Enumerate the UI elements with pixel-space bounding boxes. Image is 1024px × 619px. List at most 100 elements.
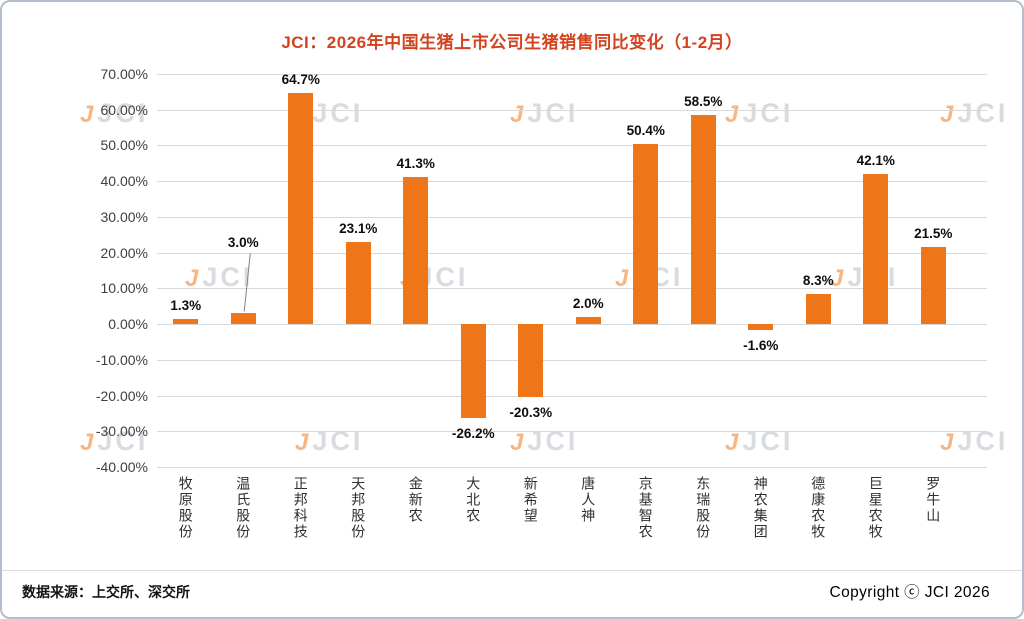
jci-logo-icon: J xyxy=(940,101,954,128)
x-axis-category-label: 大北农 xyxy=(465,476,482,524)
jci-watermark-text: JCI xyxy=(957,98,1009,128)
bar-value-label: 50.4% xyxy=(626,123,665,139)
jci-logo-icon: J xyxy=(510,101,524,128)
bar-value-label: 8.3% xyxy=(802,273,834,289)
jci-logo-icon: J xyxy=(185,265,199,292)
data-source-text: 数据来源：上交所、深交所 xyxy=(22,584,190,600)
bar-value-label: -1.6% xyxy=(743,337,779,353)
gridline xyxy=(157,74,987,75)
bar xyxy=(173,319,199,325)
bar xyxy=(518,324,544,397)
x-axis-category-label: 金新农 xyxy=(407,476,424,524)
jci-watermark-text: JCI xyxy=(97,426,149,456)
bar-value-label: 21.5% xyxy=(914,226,953,242)
x-axis-category-label: 罗牛山 xyxy=(925,476,942,524)
jci-watermark-text: JCI xyxy=(957,426,1009,456)
bar xyxy=(288,92,314,325)
gridline xyxy=(157,467,987,468)
x-axis-category-label: 天邦股份 xyxy=(350,476,367,540)
bar-value-label: 41.3% xyxy=(396,155,435,171)
gridline xyxy=(157,288,987,290)
x-axis-category-label: 正邦科技 xyxy=(292,476,309,540)
gridline xyxy=(157,431,987,433)
gridline xyxy=(157,395,987,397)
bar xyxy=(748,324,774,330)
bar-value-label: 23.1% xyxy=(339,220,378,236)
bar xyxy=(460,324,486,418)
jci-logo-icon: J xyxy=(510,429,524,456)
x-axis-category-label: 神农集团 xyxy=(752,476,769,540)
jci-watermark-text: JCI xyxy=(742,426,794,456)
bar xyxy=(863,173,889,325)
x-axis-category-label: 牧原股份 xyxy=(177,476,194,540)
chart-title: JCI：2026年中国生猪上市公司生猪销售同比变化（1-2月） xyxy=(281,33,743,52)
y-axis-label: -40.00% xyxy=(95,459,148,475)
gridline xyxy=(157,145,987,147)
x-axis-category-label: 唐人神 xyxy=(580,476,597,524)
bar xyxy=(633,144,659,325)
bar-value-label: 58.5% xyxy=(684,94,723,110)
jci-logo-icon: J xyxy=(725,429,739,456)
jci-logo-icon: J xyxy=(615,265,629,292)
bar-value-label: 64.7% xyxy=(281,71,320,87)
x-axis-category-label: 温氏股份 xyxy=(235,476,252,540)
bar xyxy=(805,294,831,325)
y-axis-label: 50.00% xyxy=(100,137,148,154)
y-axis-label: 10.00% xyxy=(100,280,148,297)
bar xyxy=(230,313,256,325)
y-axis-label: 0.00% xyxy=(108,316,148,333)
y-axis-label: 70.00% xyxy=(100,66,148,82)
bar xyxy=(575,316,601,325)
y-axis-label: 30.00% xyxy=(100,208,148,225)
y-axis-label: -30.00% xyxy=(95,423,148,440)
gridline xyxy=(157,359,987,361)
jci-logo-icon: J xyxy=(940,429,954,456)
gridline xyxy=(157,109,987,111)
jci-logo-icon: J xyxy=(830,265,844,292)
x-axis-category-label: 德康农牧 xyxy=(810,476,827,540)
bar-value-label: 3.0% xyxy=(227,235,259,251)
bar-value-label: -20.3% xyxy=(509,404,553,420)
copyright-text: Copyright ⓒ JCI 2026 xyxy=(829,584,990,601)
gridline xyxy=(157,324,987,326)
y-axis-label: -20.00% xyxy=(95,387,148,404)
x-axis-category-label: 新希望 xyxy=(522,476,539,524)
jci-logo-icon: J xyxy=(295,429,309,456)
bar-value-label: 1.3% xyxy=(170,298,202,314)
x-axis-category-label: 巨星农牧 xyxy=(867,476,884,540)
jci-logo-icon: J xyxy=(80,101,94,128)
bar xyxy=(920,247,946,325)
bar xyxy=(690,115,716,325)
bar-value-label: 2.0% xyxy=(572,295,604,311)
jci-watermark-text: JCI xyxy=(527,426,579,456)
jci-watermark-text: JCI xyxy=(527,98,579,128)
x-axis-category-label: 东瑞股份 xyxy=(695,476,712,540)
bar-value-label: -26.2% xyxy=(451,425,495,441)
y-axis-label: 60.00% xyxy=(100,101,148,118)
footer-divider xyxy=(2,570,1022,571)
jci-watermark-text: JCI xyxy=(97,98,149,128)
jci-logo-icon: J xyxy=(725,101,739,128)
jci-watermark-text: JCI xyxy=(202,262,254,292)
y-axis-label: -10.00% xyxy=(95,351,148,368)
gridline xyxy=(157,252,987,254)
y-axis-label: 40.00% xyxy=(100,173,148,190)
jci-logo-icon: J xyxy=(80,429,94,456)
jci-watermark-text: JCI xyxy=(312,98,364,128)
jci-watermark-text: JCI xyxy=(312,426,364,456)
gridline xyxy=(157,216,987,218)
bar-value-label: 42.1% xyxy=(856,152,895,168)
jci-watermark-text: JCI xyxy=(742,98,794,128)
bar xyxy=(403,176,429,325)
